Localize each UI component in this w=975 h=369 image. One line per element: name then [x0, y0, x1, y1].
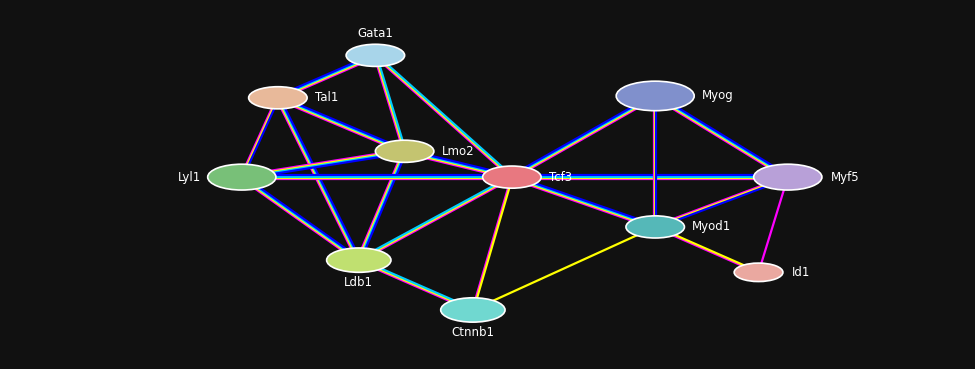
Circle shape [754, 164, 822, 190]
Text: Lyl1: Lyl1 [177, 170, 201, 184]
Circle shape [616, 81, 694, 111]
Text: Ldb1: Ldb1 [344, 276, 373, 289]
Circle shape [734, 263, 783, 282]
Circle shape [327, 248, 391, 272]
Circle shape [346, 44, 405, 66]
Text: Id1: Id1 [792, 266, 810, 279]
Circle shape [208, 164, 276, 190]
Circle shape [626, 216, 684, 238]
Text: Myf5: Myf5 [831, 170, 859, 184]
Text: Tcf3: Tcf3 [549, 170, 572, 184]
Text: Myog: Myog [702, 89, 734, 103]
Text: Lmo2: Lmo2 [442, 145, 474, 158]
Text: Ctnnb1: Ctnnb1 [451, 326, 494, 339]
Circle shape [483, 166, 541, 188]
Circle shape [441, 298, 505, 322]
Circle shape [375, 140, 434, 162]
Text: Gata1: Gata1 [358, 27, 393, 40]
Circle shape [249, 87, 307, 109]
Text: Myod1: Myod1 [692, 220, 731, 234]
Text: Tal1: Tal1 [315, 91, 338, 104]
